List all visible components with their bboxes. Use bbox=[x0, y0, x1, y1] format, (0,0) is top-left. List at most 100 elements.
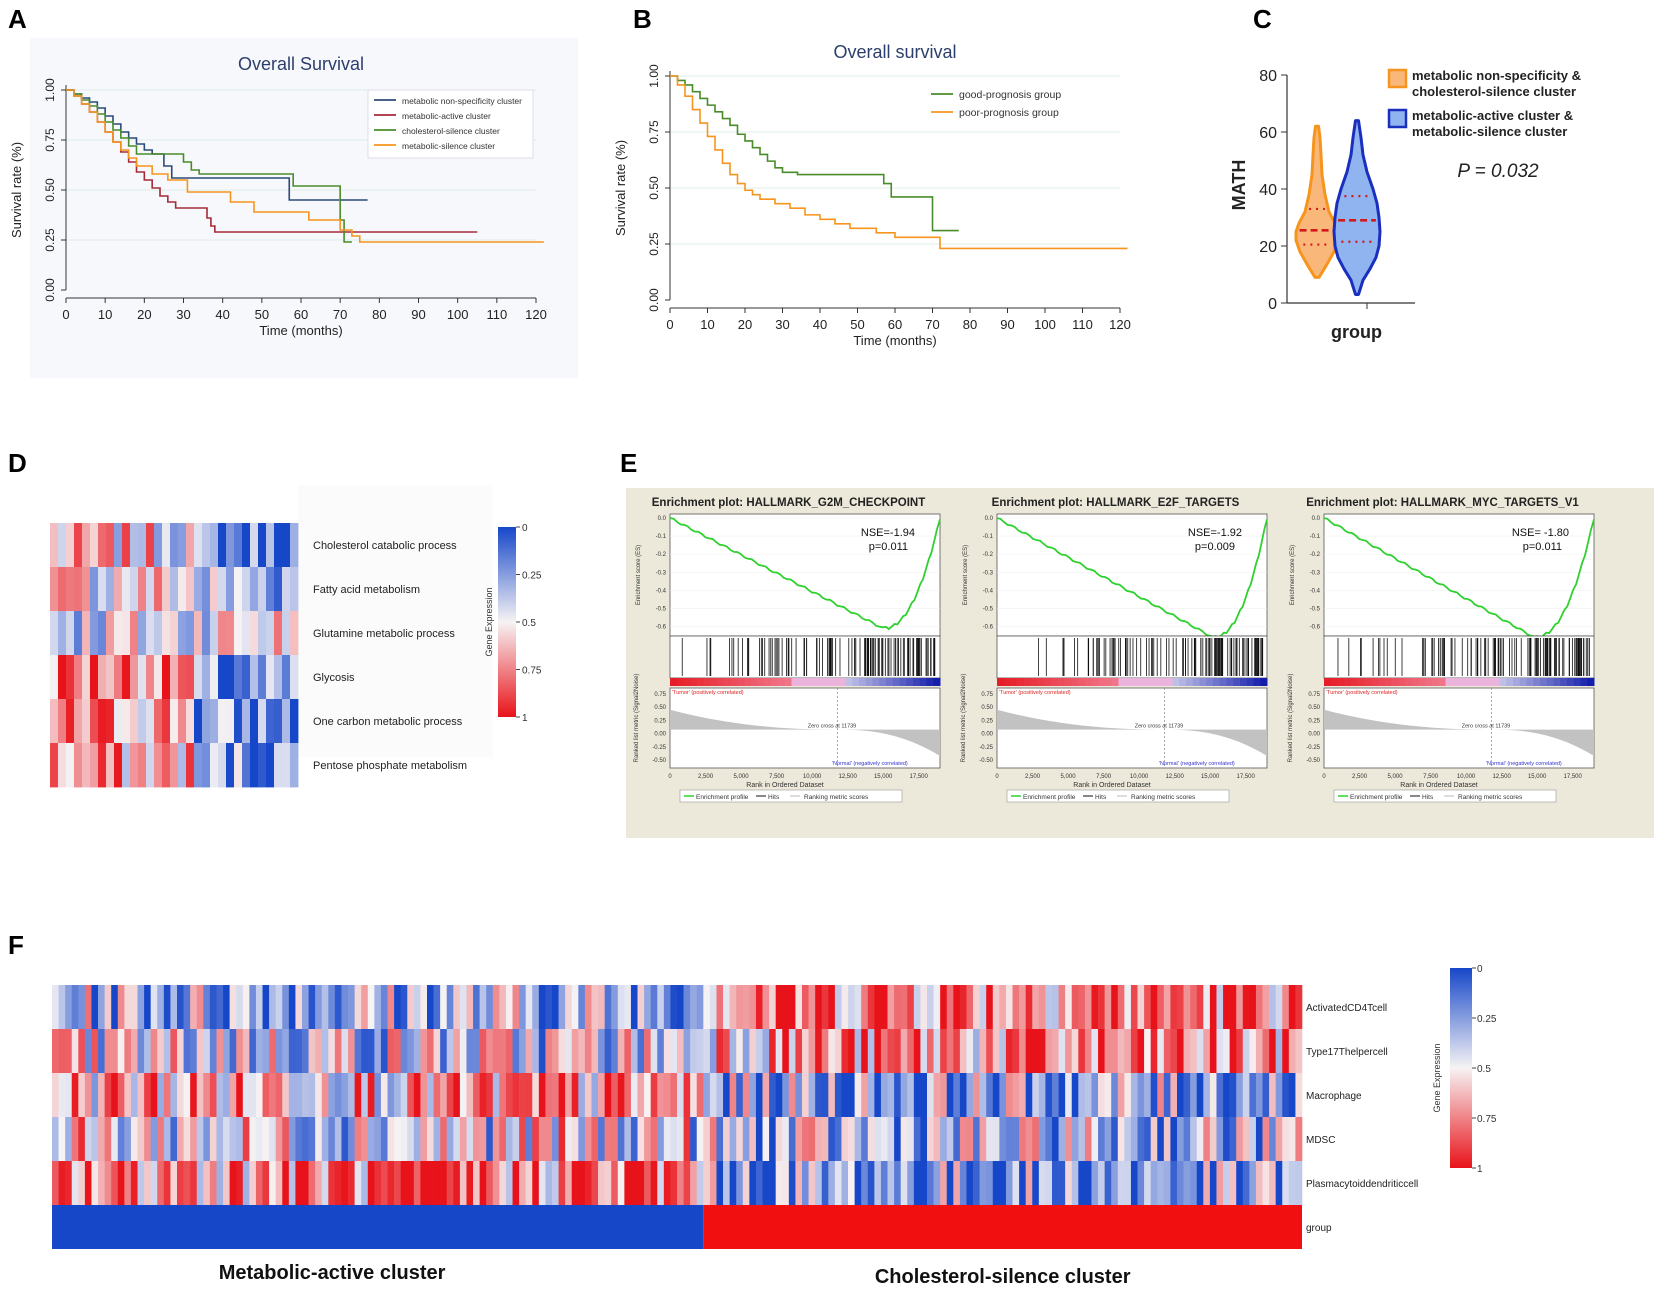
heatmap-cell bbox=[146, 523, 155, 568]
heatmap-cell bbox=[177, 1117, 184, 1162]
heatmap-cell bbox=[341, 1029, 349, 1074]
heatmap-cell bbox=[387, 985, 395, 1030]
heatmap-cell bbox=[1098, 1117, 1105, 1162]
heatmap-cell bbox=[723, 1117, 730, 1162]
heatmap-cell bbox=[394, 985, 401, 1030]
heatmap-cell bbox=[782, 1117, 790, 1162]
heatmap-cell bbox=[1236, 1029, 1244, 1074]
heatmap-cell bbox=[91, 1029, 99, 1074]
heatmap-cell bbox=[183, 1161, 191, 1206]
heatmap-cell bbox=[927, 985, 934, 1030]
rank-color-cell bbox=[872, 678, 880, 686]
heatmap-cell bbox=[282, 1029, 290, 1074]
heatmap-cell bbox=[999, 1161, 1007, 1206]
heatmap-cell bbox=[288, 1073, 296, 1118]
colorbar-tick-label: 1 bbox=[522, 713, 528, 724]
heatmap-cell bbox=[90, 523, 99, 568]
heatmap-cell bbox=[98, 523, 107, 568]
heatmap-cell bbox=[1282, 985, 1290, 1030]
heatmap-cell bbox=[106, 611, 115, 656]
heatmap-cell bbox=[966, 1117, 974, 1162]
heatmap-cell bbox=[446, 985, 454, 1030]
heatmap-cell bbox=[617, 1161, 625, 1206]
heatmap-cell bbox=[637, 1161, 645, 1206]
heatmap-cell bbox=[98, 699, 107, 744]
rank-color-cell bbox=[1132, 678, 1140, 686]
zero-cross-label: Zero cross at 11739 bbox=[1462, 724, 1511, 730]
heatmap-cell bbox=[696, 1117, 704, 1162]
heatmap-cell bbox=[380, 1117, 388, 1162]
heatmap-cell bbox=[106, 523, 115, 568]
heatmap-cell bbox=[755, 1029, 763, 1074]
heatmap-cell bbox=[84, 985, 92, 1030]
hits-frame bbox=[996, 635, 1268, 679]
heatmap-cell bbox=[525, 985, 533, 1030]
heatmap-cell bbox=[775, 1073, 783, 1118]
heatmap-cell bbox=[1242, 985, 1250, 1030]
metric-tick-label: 0.25 bbox=[1308, 718, 1320, 724]
heatmap-cell bbox=[1038, 1073, 1046, 1118]
heatmap-cell bbox=[604, 1073, 612, 1118]
heatmap-cell bbox=[1269, 1161, 1276, 1206]
heatmap-cell bbox=[584, 1117, 592, 1162]
heatmap-cell bbox=[84, 1117, 92, 1162]
heatmap-cell bbox=[203, 1073, 211, 1118]
heatmap-cell bbox=[202, 743, 211, 788]
heatmap-cell bbox=[479, 1073, 487, 1118]
heatmap-cell bbox=[427, 985, 434, 1030]
rank-color-cell bbox=[1037, 678, 1045, 686]
heatmap-cell bbox=[348, 985, 355, 1030]
heatmap-cell bbox=[1288, 1029, 1296, 1074]
heatmap-row-label: Glycosis bbox=[313, 672, 355, 684]
heatmap-cell bbox=[446, 1073, 454, 1118]
x-tick-label: 110 bbox=[1072, 317, 1093, 332]
heatmap-cell bbox=[973, 1073, 980, 1118]
heatmap-cell bbox=[887, 985, 895, 1030]
heatmap-cell bbox=[802, 1117, 809, 1162]
heatmap-cell bbox=[1032, 1029, 1040, 1074]
heatmap-cell bbox=[58, 523, 67, 568]
heatmap-cell bbox=[834, 985, 842, 1030]
heatmap-cell bbox=[282, 985, 290, 1030]
heatmap-cell bbox=[218, 699, 227, 744]
rank-color-cell bbox=[1452, 678, 1460, 686]
heatmap-cell bbox=[65, 1117, 73, 1162]
heatmap-cell bbox=[58, 1161, 66, 1206]
rank-tick-label: 7,500 bbox=[1096, 774, 1112, 780]
heatmap-cell bbox=[466, 985, 474, 1030]
heatmap-cell bbox=[545, 1161, 553, 1206]
heatmap-cell bbox=[374, 1029, 382, 1074]
zero-cross-label: Zero cross at 11739 bbox=[808, 724, 857, 730]
rank-color-cell bbox=[1337, 678, 1345, 686]
rank-color-cell bbox=[1017, 678, 1025, 686]
rank-color-cell bbox=[697, 678, 705, 686]
heatmap-cell bbox=[769, 985, 776, 1030]
heatmap-cell bbox=[58, 699, 67, 744]
rank-color-cell bbox=[1324, 678, 1332, 686]
heatmap-cell bbox=[933, 1117, 941, 1162]
heatmap-cell bbox=[1295, 1073, 1303, 1118]
heatmap-cell bbox=[657, 1117, 665, 1162]
rank-color-cell bbox=[1078, 678, 1086, 686]
heatmap-cell bbox=[58, 743, 67, 788]
heatmap-cell bbox=[1005, 985, 1013, 1030]
heatmap-cell bbox=[1203, 1117, 1211, 1162]
heatmap-cell bbox=[162, 611, 171, 656]
heatmap-cell bbox=[630, 985, 638, 1030]
heatmap-cell bbox=[194, 743, 203, 788]
rank-color-cell bbox=[764, 678, 772, 686]
heatmap-cell bbox=[242, 1073, 250, 1118]
rank-color-cell bbox=[1003, 678, 1011, 686]
heatmap-cell bbox=[178, 655, 187, 700]
heatmap-cell bbox=[407, 985, 415, 1030]
heatmap-cell bbox=[258, 655, 267, 700]
rank-tick-label: 0 bbox=[995, 774, 999, 780]
heatmap-cell bbox=[486, 1029, 494, 1074]
heatmap-cell bbox=[162, 743, 171, 788]
heatmap-cell bbox=[394, 1029, 401, 1074]
heatmap-cell bbox=[992, 1029, 1000, 1074]
heatmap-cell bbox=[749, 985, 757, 1030]
x-tick-label: 60 bbox=[888, 317, 902, 332]
p-value-annotation: P = 0.032 bbox=[1457, 161, 1539, 182]
heatmap-cell bbox=[1255, 1117, 1263, 1162]
